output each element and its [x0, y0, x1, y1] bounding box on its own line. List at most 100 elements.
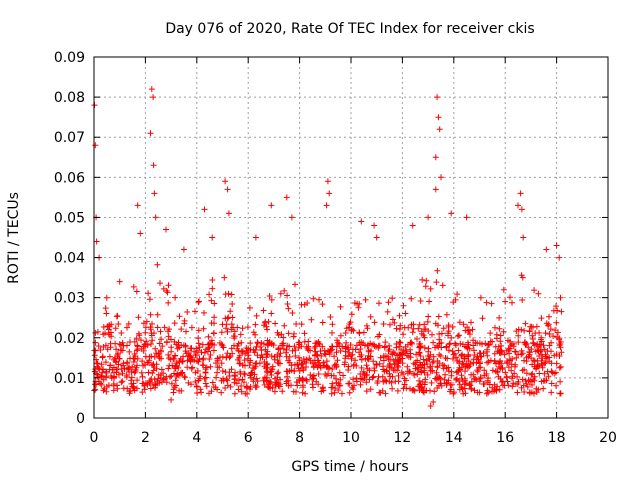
data-point — [443, 343, 450, 350]
data-point — [247, 370, 254, 377]
data-point — [445, 328, 452, 335]
data-point — [438, 339, 445, 346]
data-point — [140, 362, 147, 369]
data-point — [260, 340, 267, 347]
data-point — [515, 339, 522, 346]
data-point — [115, 361, 122, 368]
data-point — [553, 242, 560, 249]
data-point — [519, 297, 526, 303]
data-point — [370, 373, 377, 380]
data-point — [407, 354, 414, 361]
data-point — [558, 349, 565, 356]
y-tick-label: 0.04 — [54, 251, 85, 267]
data-point — [556, 364, 563, 371]
data-point — [431, 388, 438, 395]
data-point — [483, 390, 490, 397]
data-point — [192, 308, 198, 315]
data-point — [358, 364, 365, 371]
data-point — [477, 353, 484, 360]
data-point — [494, 348, 501, 355]
data-point — [242, 390, 249, 397]
data-point — [489, 384, 496, 391]
data-point — [268, 202, 275, 209]
data-point — [479, 315, 486, 322]
data-point — [153, 365, 160, 372]
data-point — [394, 362, 401, 369]
data-point — [336, 340, 343, 347]
data-point — [152, 214, 159, 221]
data-point — [476, 378, 483, 385]
data-point — [206, 291, 213, 298]
data-point — [497, 365, 504, 372]
data-point — [536, 329, 543, 336]
data-point — [182, 374, 189, 381]
data-point — [418, 368, 425, 375]
data-point — [299, 375, 306, 382]
data-point — [387, 373, 394, 380]
data-point — [379, 387, 386, 394]
data-point — [247, 340, 254, 347]
data-point — [201, 375, 208, 382]
data-point — [448, 368, 455, 375]
data-point — [558, 308, 565, 315]
data-point — [238, 388, 245, 395]
data-point — [374, 380, 381, 386]
data-point — [353, 362, 360, 369]
data-point — [492, 324, 498, 331]
data-point — [434, 363, 441, 370]
data-point — [223, 354, 230, 361]
data-point — [543, 377, 550, 384]
data-point — [332, 361, 339, 368]
data-point — [269, 384, 276, 391]
data-point — [508, 367, 515, 374]
data-point — [432, 375, 439, 382]
data-point — [427, 285, 434, 292]
data-point — [507, 342, 514, 349]
data-point — [171, 320, 178, 327]
data-point — [276, 353, 283, 360]
data-point — [143, 318, 150, 325]
data-point — [284, 301, 291, 307]
data-point — [524, 383, 531, 390]
data-point — [102, 330, 108, 337]
data-point — [521, 327, 528, 334]
data-point — [393, 325, 400, 332]
y-tick-label: 0.09 — [54, 50, 85, 66]
data-point — [149, 320, 155, 327]
data-point — [436, 126, 443, 133]
data-point — [364, 365, 371, 372]
data-point — [405, 368, 411, 375]
data-point — [288, 362, 295, 369]
data-point — [201, 206, 208, 213]
data-point — [188, 381, 194, 388]
data-point — [166, 362, 173, 369]
data-point — [296, 367, 303, 374]
data-point — [268, 353, 275, 360]
data-point — [531, 373, 538, 380]
data-point — [350, 386, 357, 393]
data-point — [241, 357, 248, 364]
data-point — [220, 377, 227, 384]
data-point — [510, 380, 517, 387]
data-point — [485, 389, 492, 396]
data-point — [515, 332, 522, 339]
data-point — [231, 379, 238, 386]
data-point — [454, 333, 461, 340]
data-point — [151, 376, 158, 383]
data-point — [399, 360, 406, 367]
data-point — [424, 361, 431, 367]
data-point — [313, 361, 320, 368]
data-point — [103, 310, 110, 317]
data-point — [389, 316, 396, 323]
data-point — [415, 325, 422, 332]
data-point — [250, 376, 257, 383]
data-point — [286, 343, 293, 350]
data-point — [165, 351, 172, 358]
data-point — [156, 340, 163, 347]
data-point — [211, 300, 218, 307]
data-point — [401, 381, 408, 388]
x-tick-label: 16 — [496, 430, 514, 446]
data-point — [363, 362, 370, 369]
data-point — [102, 359, 109, 366]
data-point — [346, 349, 353, 356]
